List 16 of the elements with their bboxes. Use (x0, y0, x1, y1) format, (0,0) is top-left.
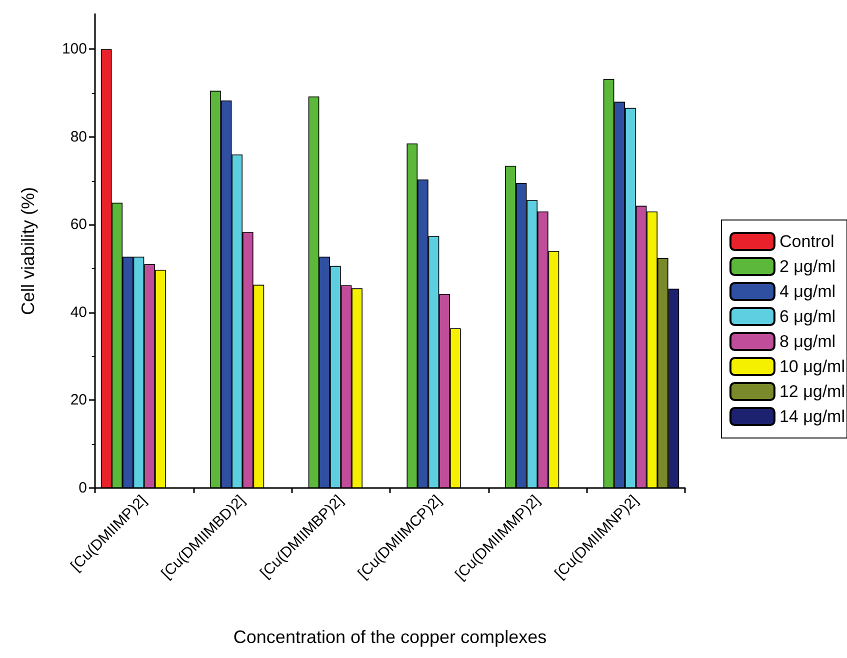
y-axis-title: Cell viability (%) (18, 186, 38, 316)
y-tick-label: 60 (70, 216, 87, 234)
y-tick-label: 20 (70, 392, 87, 409)
legend-label: 8 μg/ml (779, 332, 836, 351)
legend-label: Control (779, 232, 834, 251)
legend-label: 4 μg/ml (779, 282, 836, 301)
y-tick-label: 0 (78, 480, 87, 496)
y-tick-label: 40 (70, 304, 87, 321)
legend-label: 2 μg/ml (779, 257, 836, 276)
legend-label: 10 μg/ml (779, 357, 846, 376)
y-tick-label: 100 (62, 40, 87, 58)
legend-label: 12 μg/ml (779, 382, 846, 401)
y-tick-label: 80 (70, 128, 87, 146)
legend-label: 6 μg/ml (779, 307, 836, 326)
x-axis-title: Concentration of the copper complexes (233, 627, 547, 647)
legend-label: 14 μg/ml (779, 407, 846, 426)
